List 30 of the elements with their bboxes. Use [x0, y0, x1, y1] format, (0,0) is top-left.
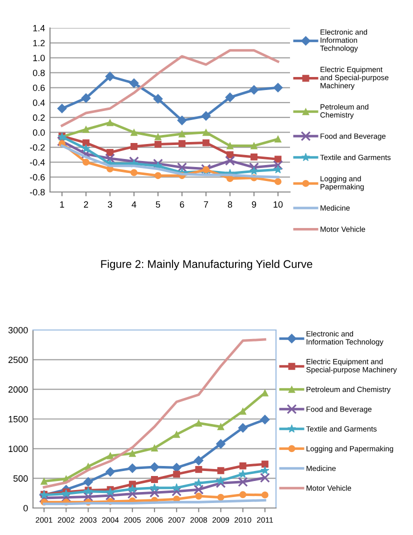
- y-tick-label: 0.6: [32, 84, 45, 91]
- y-tick-label: 2000: [8, 386, 28, 393]
- x-tick-label: 10: [274, 201, 283, 208]
- x-tick-label: 4: [132, 201, 136, 208]
- x-tick-label: 8: [228, 201, 232, 208]
- y-tick-label: 1.0: [33, 54, 45, 62]
- y-tick-label: 0.2: [32, 114, 45, 121]
- y-tick-label: 500: [13, 475, 28, 482]
- caption: Figure 2: Mainly Manufacturing Yield Curve: [101, 260, 312, 270]
- y-tick-label: 0.0: [32, 129, 45, 136]
- x-tick-label: 5: [156, 201, 160, 208]
- y-tick-label: 0.8: [32, 70, 45, 76]
- y-tick-label: 0: [23, 504, 28, 512]
- y-tick-label: 1500: [8, 416, 28, 422]
- x-tick-label: 9: [252, 201, 256, 208]
- x-tick-label: 2: [84, 201, 88, 208]
- x-tick-label: 6: [180, 201, 184, 208]
- y-tick-label: 0.4: [32, 100, 45, 106]
- y-tick-label: 1.4: [33, 25, 45, 32]
- y-tick-label: 3000: [8, 326, 28, 334]
- x-tick-label: 1: [60, 201, 64, 208]
- y-tick-label: 2500: [8, 356, 28, 364]
- y-tick-label: 1.2: [33, 40, 45, 46]
- x-tick-label: 3: [108, 201, 112, 208]
- y-tick-label: -0.8: [30, 188, 45, 196]
- y-tick-label: -0.2: [30, 144, 45, 151]
- y-tick-label: -0.4: [30, 159, 45, 166]
- y-tick-label: 1000: [8, 446, 28, 452]
- y-tick-label: -0.6: [30, 174, 45, 180]
- x-tick-label: 7: [204, 201, 208, 208]
